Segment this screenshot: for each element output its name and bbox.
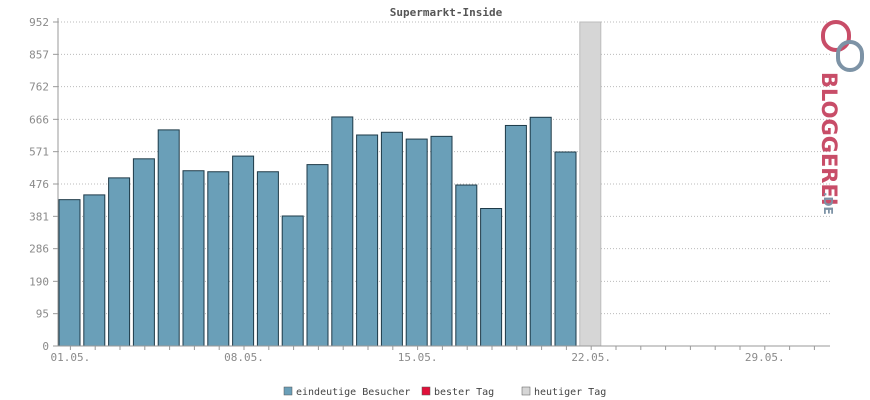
- bar: [157, 129, 180, 347]
- bar: [108, 177, 131, 347]
- legend-label-today: heutiger Tag: [534, 387, 606, 398]
- bar: [83, 194, 106, 347]
- x-tick-label: 29.05.: [745, 351, 785, 364]
- y-tick-label: 571: [29, 146, 49, 159]
- bar: [480, 208, 503, 347]
- y-tick-label: 762: [29, 81, 49, 94]
- y-tick-label: 381: [29, 210, 49, 223]
- bar: [331, 116, 354, 347]
- bar: [405, 138, 428, 347]
- bar: [132, 158, 155, 347]
- today-bar: [579, 21, 602, 347]
- bar: [430, 135, 453, 347]
- x-tick-label: 01.05.: [51, 351, 91, 364]
- legend-label-visitors: eindeutige Besucher: [296, 387, 410, 398]
- y-tick-label: 95: [36, 308, 49, 321]
- legend-swatch-best-day: [421, 386, 431, 396]
- bar: [256, 171, 279, 347]
- legend-swatch-visitors: [283, 386, 293, 396]
- logo-suffix: .DE: [821, 192, 835, 215]
- bar: [356, 134, 379, 347]
- bar: [306, 164, 329, 347]
- y-tick-label: 952: [29, 16, 49, 29]
- axes: [57, 18, 830, 350]
- x-tick-label: 22.05.: [571, 351, 611, 364]
- y-tick-label: 666: [29, 113, 49, 126]
- y-tick-label: 286: [29, 243, 49, 256]
- logo-link-icon: [821, 20, 864, 72]
- y-tick-label: 476: [29, 178, 49, 191]
- y-tick-label: 0: [42, 340, 49, 353]
- bar: [504, 124, 527, 347]
- bar: [380, 131, 403, 347]
- x-axis-labels: 01.05. 08.05. 15.05. 22.05. 29.05.: [51, 351, 785, 364]
- y-tick-label: 190: [29, 275, 49, 288]
- bloggerei-logo: BLOGGEREI .DE: [817, 20, 864, 215]
- chart-title: Supermarkt-Inside: [390, 6, 503, 19]
- bar: [207, 171, 230, 347]
- bar: [455, 184, 478, 347]
- y-axis-labels: 0 95 190 286 381 476 571 666 762 857 952: [29, 16, 58, 353]
- x-tick-label: 08.05.: [224, 351, 264, 364]
- bar: [281, 215, 304, 347]
- legend-label-best-day: bester Tag: [434, 387, 494, 398]
- y-tick-label: 857: [29, 48, 49, 61]
- bar: [554, 151, 577, 347]
- bars: [58, 21, 602, 347]
- bar: [58, 199, 81, 347]
- legend-swatch-today: [521, 386, 531, 396]
- x-tick-label: 15.05.: [398, 351, 438, 364]
- bar: [182, 170, 205, 347]
- legend: eindeutige Besucher bester Tag heutiger …: [283, 386, 606, 398]
- logo-wordmark: BLOGGEREI: [817, 72, 841, 206]
- bar: [529, 116, 552, 347]
- bar: [232, 155, 255, 347]
